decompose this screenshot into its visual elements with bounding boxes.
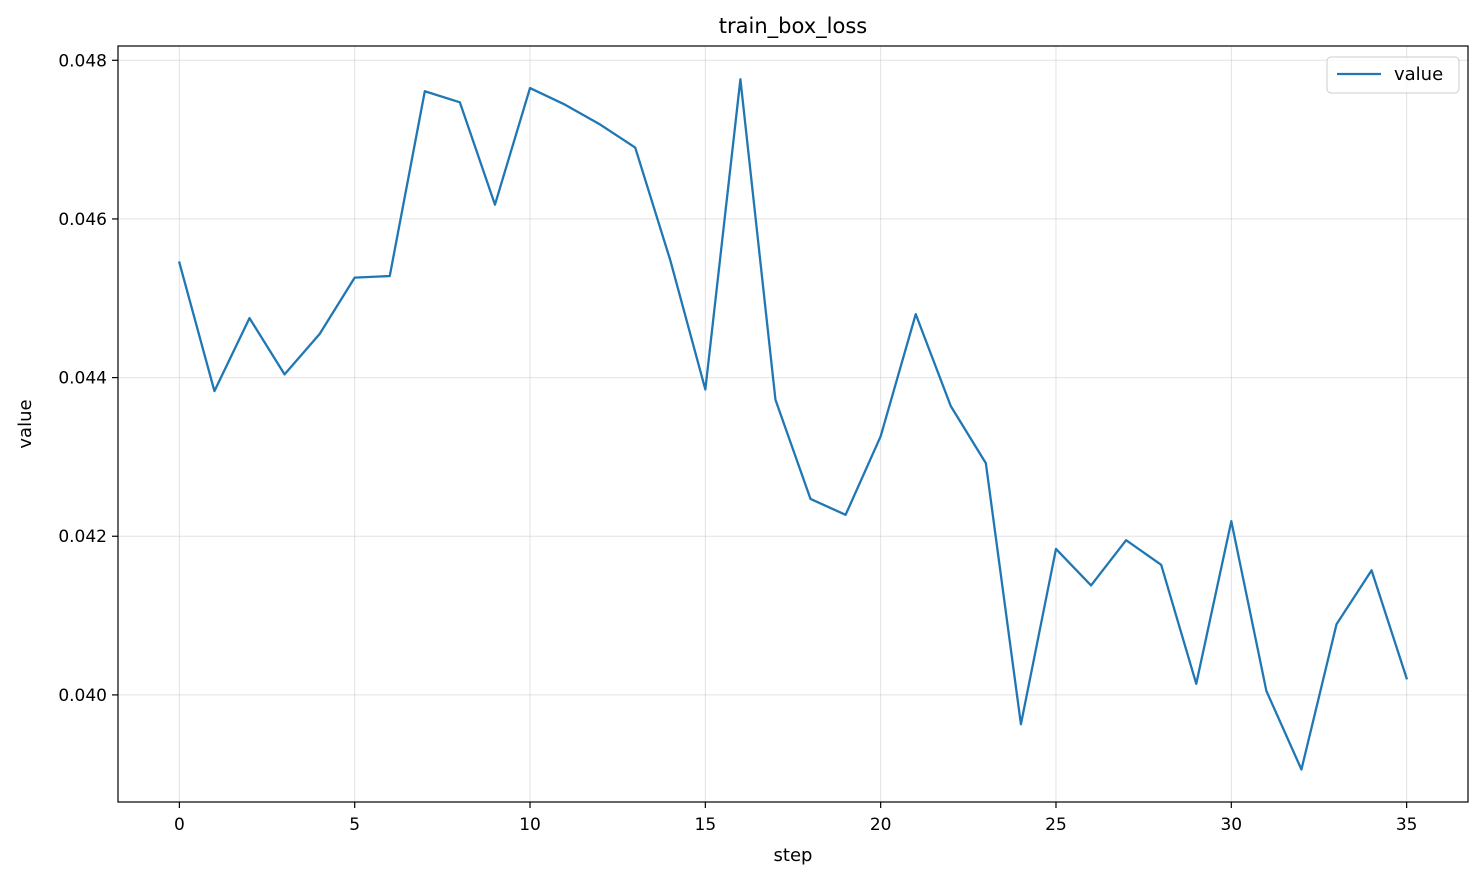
x-tick-label: 5 xyxy=(349,815,360,835)
y-axis-label: value xyxy=(15,399,36,448)
legend: value xyxy=(1326,56,1460,94)
x-tick-label: 20 xyxy=(870,815,892,835)
x-tick-label: 10 xyxy=(519,815,541,835)
axis-ticks: 0 5 10 15 20 25 30 35 0.040 0.042 0.044 0.046 0.048 xyxy=(58,51,1417,835)
y-tick-label: 0.046 xyxy=(58,210,107,230)
x-tick-label: 25 xyxy=(1045,815,1067,835)
y-tick-label: 0.044 xyxy=(58,369,107,389)
legend-box xyxy=(1326,56,1460,94)
y-tick-label: 0.040 xyxy=(58,686,107,706)
chart-title: train_box_loss xyxy=(719,14,867,39)
series-layer xyxy=(177,78,1409,771)
plot-frame xyxy=(117,45,1469,803)
x-tick-label: 30 xyxy=(1220,815,1242,835)
x-tick-label: 0 xyxy=(174,815,185,835)
x-axis-label: step xyxy=(774,845,813,866)
x-tick-label: 35 xyxy=(1396,815,1418,835)
y-tick-label: 0.048 xyxy=(58,51,107,71)
y-tick-label: 0.042 xyxy=(58,527,107,547)
legend-label: value xyxy=(1394,64,1443,85)
x-tick-label: 15 xyxy=(695,815,717,835)
grid-lines xyxy=(118,46,1468,802)
series-line xyxy=(177,78,1409,771)
